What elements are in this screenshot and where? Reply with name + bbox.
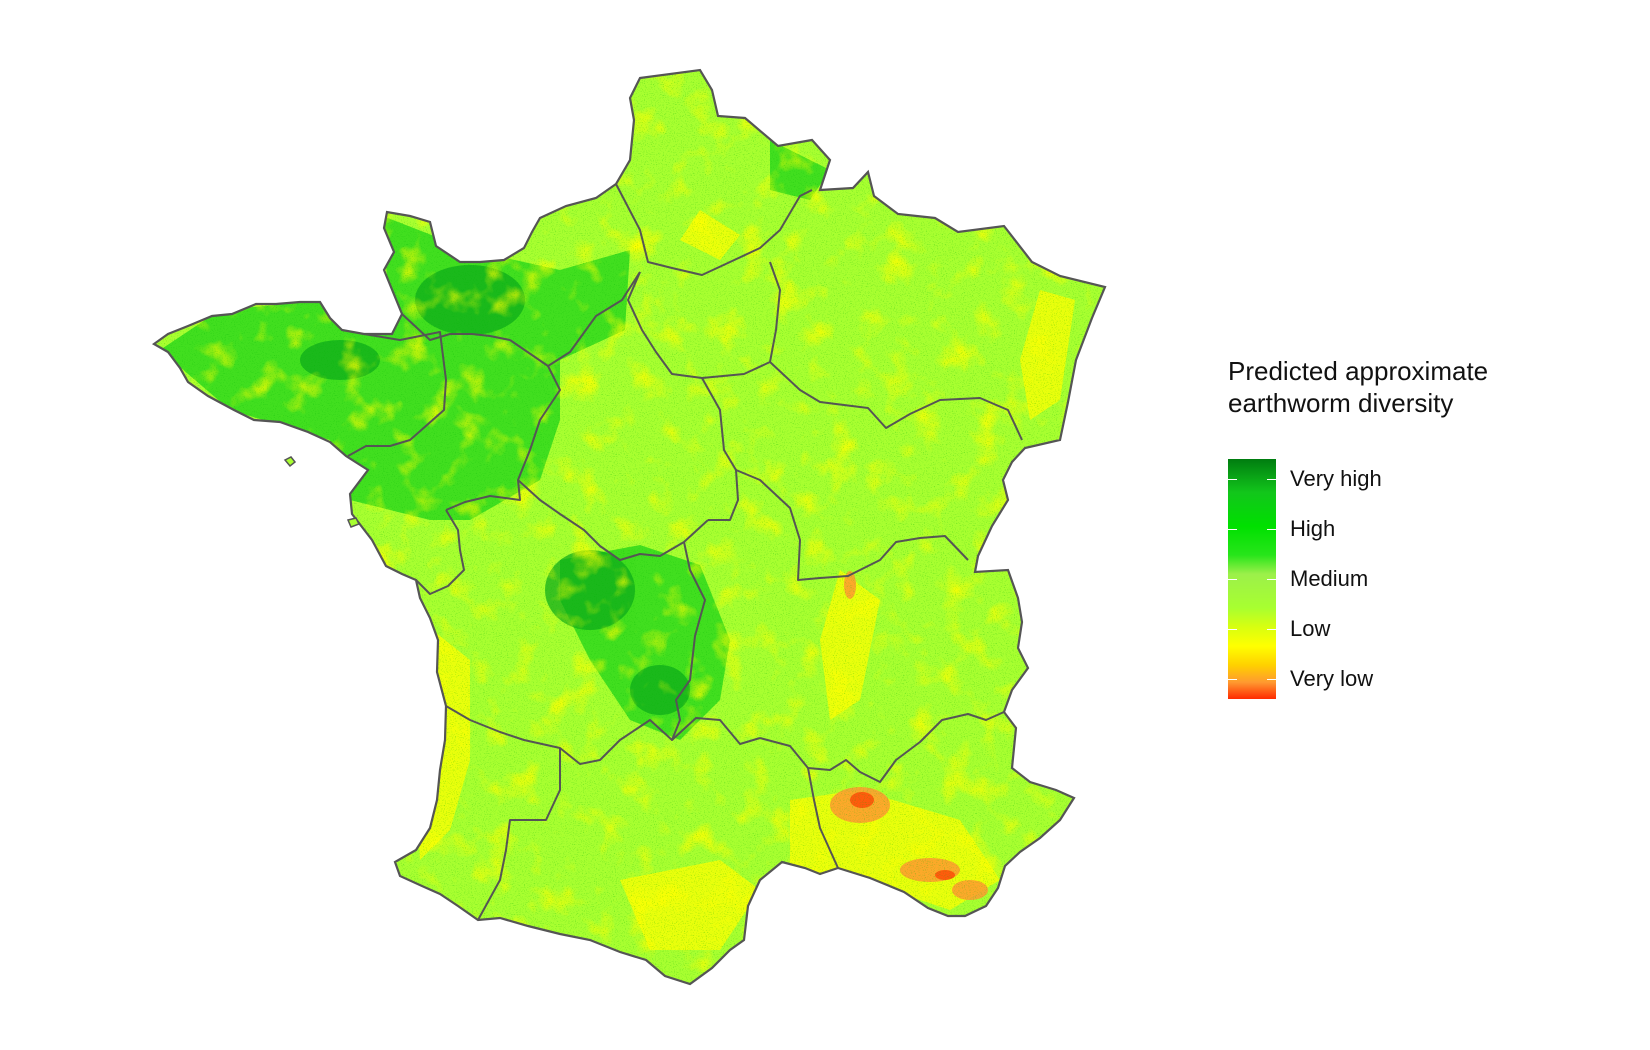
- boundary-nouvelle-ara: [671, 541, 706, 741]
- boundary-bretagne-pdl: [347, 331, 447, 457]
- legend-colorbar-group: Very high High Medium Low Very low: [1228, 459, 1628, 699]
- boundary-bfc-ara: [735, 469, 969, 581]
- boundary-occitanie-west: [477, 748, 561, 921]
- legend-title-line1: Predicted approximate: [1228, 356, 1489, 386]
- boundary-occitanie-paca: [807, 767, 839, 869]
- speckle-texture: [154, 70, 1105, 984]
- legend-label-high: High: [1290, 516, 1336, 541]
- boundary-hauts-de-france: [615, 183, 813, 276]
- legend-label-very-high: Very high: [1290, 466, 1382, 491]
- legend-title-line2: earthworm diversity: [1228, 388, 1454, 418]
- legend: Predicted approximate earthworm diversit…: [1228, 355, 1628, 699]
- island-shape: [346, 517, 361, 528]
- boundary-grand-est-south: [769, 361, 1023, 441]
- legend-tick: [1267, 529, 1276, 530]
- legend-tick: [1228, 629, 1237, 630]
- legend-label-medium: Medium: [1290, 566, 1369, 591]
- legend-tick: [1228, 679, 1237, 680]
- legend-label-very-low: Very low: [1290, 666, 1374, 691]
- legend-tick: [1267, 679, 1276, 680]
- legend-title: Predicted approximate earthworm diversit…: [1228, 355, 1628, 419]
- boundary-centre-south: [517, 479, 709, 561]
- legend-tick: [1267, 479, 1276, 480]
- legend-tick: [1267, 629, 1276, 630]
- legend-tick: [1228, 479, 1237, 480]
- boundary-normandie-south: [509, 271, 641, 367]
- region-boundaries: [347, 183, 1023, 921]
- legend-tick: [1228, 529, 1237, 530]
- island-shape: [283, 456, 297, 468]
- boundary-nouvelle-occitanie: [445, 705, 761, 765]
- legend-label-low: Low: [1290, 616, 1331, 641]
- boundary-pdl-nouvelle: [415, 509, 465, 595]
- legend-tick: [1228, 579, 1237, 580]
- legend-tick: [1267, 579, 1276, 580]
- map-raster: [154, 70, 1105, 984]
